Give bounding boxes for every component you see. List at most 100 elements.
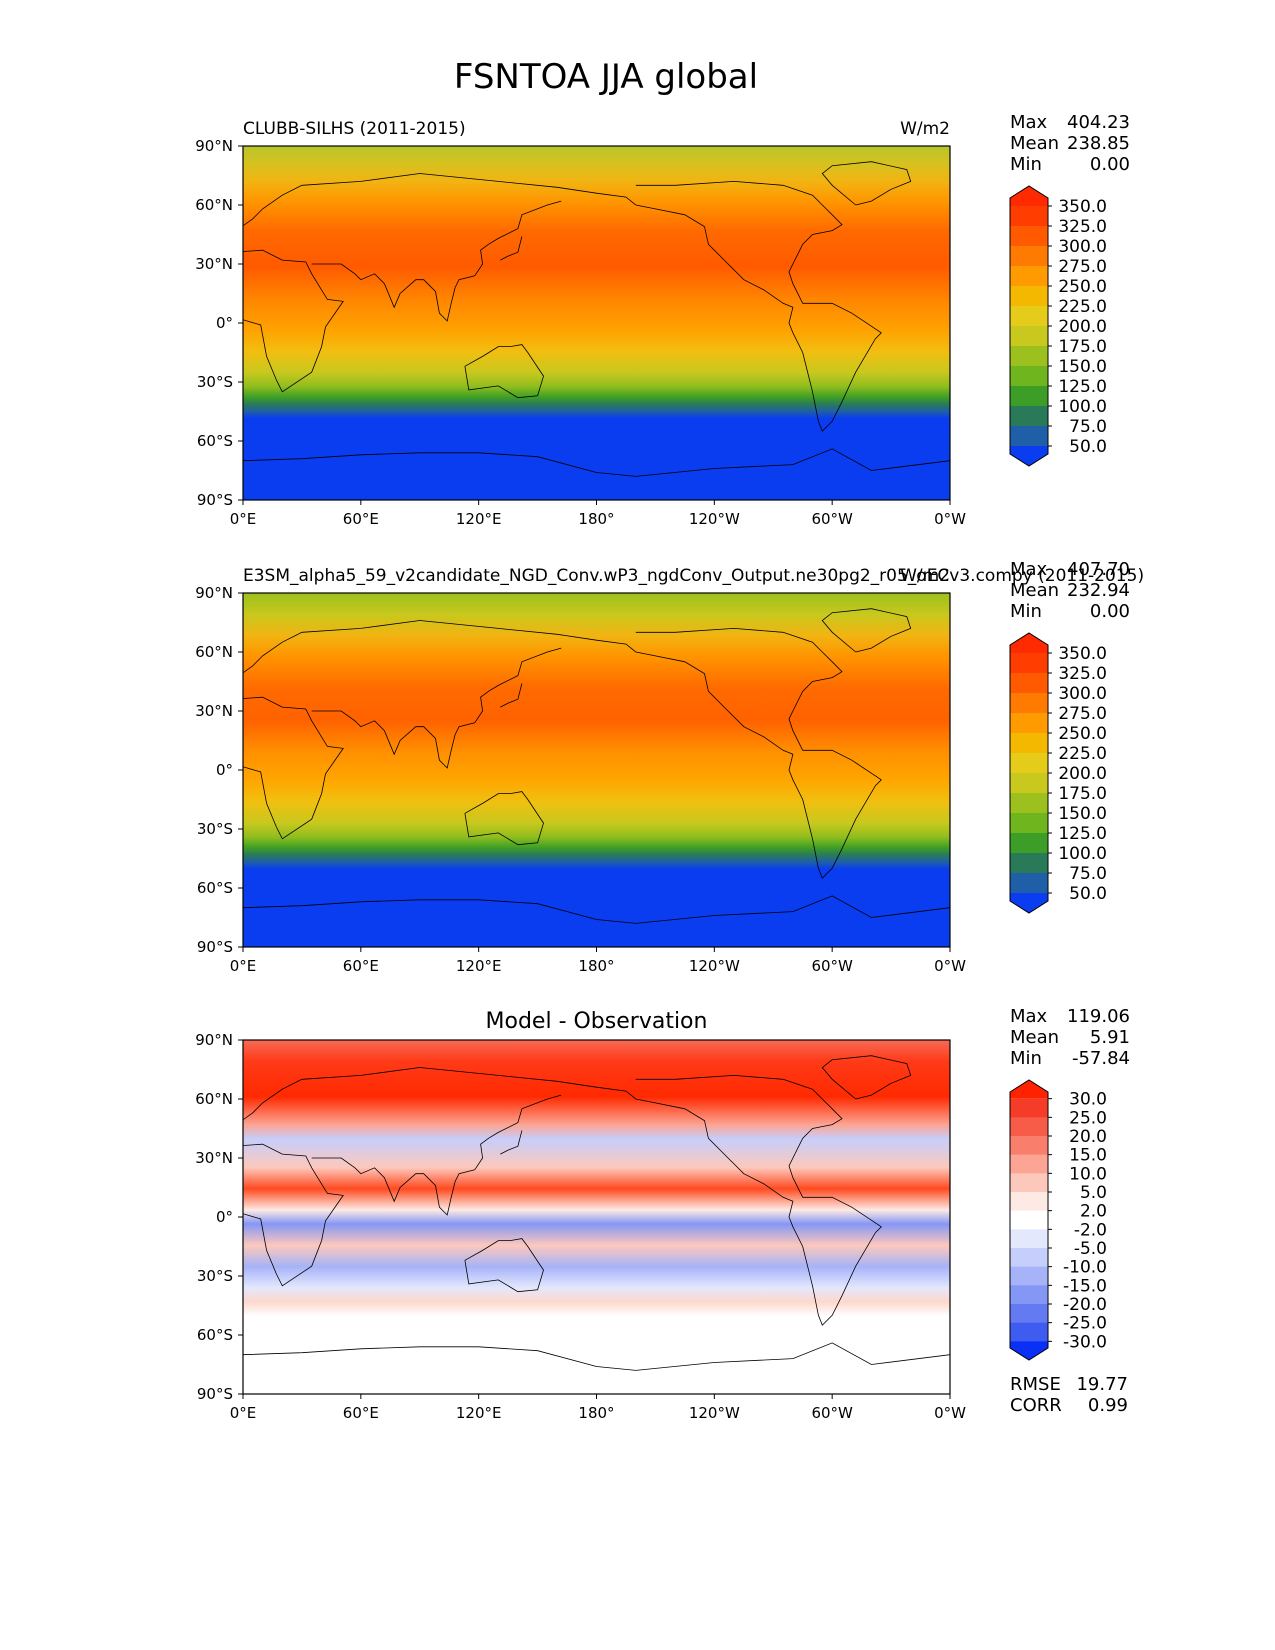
colorbar-segment bbox=[1010, 446, 1048, 466]
colorbar-segment bbox=[1010, 1341, 1048, 1360]
colorbar-segment bbox=[1010, 773, 1048, 794]
colorbar-label: 75.0 bbox=[1069, 417, 1107, 437]
colorbar-label: 100.0 bbox=[1058, 844, 1107, 864]
coastline bbox=[243, 1342, 950, 1371]
colorbar-label: 350.0 bbox=[1058, 197, 1107, 217]
coastline bbox=[500, 683, 523, 708]
colorbar-label: 225.0 bbox=[1058, 297, 1107, 317]
colorbar-outline bbox=[1009, 632, 1049, 914]
coastlines bbox=[243, 608, 950, 924]
y-tick-label: 90°S bbox=[197, 1385, 233, 1403]
colorbar-label: 50.0 bbox=[1069, 437, 1107, 457]
colorbar-label: 200.0 bbox=[1058, 764, 1107, 784]
colorbar-label: 150.0 bbox=[1058, 357, 1107, 377]
stat-value: -57.84 bbox=[1072, 1048, 1130, 1069]
y-tick-label: 0° bbox=[216, 314, 233, 332]
colorbar-segment bbox=[1010, 1192, 1048, 1212]
coastlines bbox=[243, 161, 950, 477]
colorbar-segment bbox=[1010, 246, 1048, 267]
coastline bbox=[464, 1238, 544, 1293]
x-tick-label: 60°E bbox=[343, 957, 379, 975]
colorbar-segment bbox=[1010, 893, 1048, 913]
x-tick-label: 120°W bbox=[689, 510, 740, 528]
colorbar-segment bbox=[1010, 1304, 1048, 1324]
colorbar-segment bbox=[1010, 346, 1048, 367]
map-field bbox=[243, 1040, 950, 1394]
coastline bbox=[464, 344, 544, 399]
colorbar-segment bbox=[1010, 326, 1048, 347]
coastline bbox=[500, 1130, 523, 1155]
x-tick-label: 0°W bbox=[934, 510, 966, 528]
colorbar-label: 325.0 bbox=[1058, 664, 1107, 684]
colorbar-label: 125.0 bbox=[1058, 377, 1107, 397]
x-tick-label: 120°E bbox=[456, 1404, 502, 1422]
colorbar-label: 100.0 bbox=[1058, 397, 1107, 417]
figure-title: FSNTOA JJA global bbox=[454, 57, 758, 97]
coastline bbox=[243, 620, 597, 674]
colorbar-label: 175.0 bbox=[1058, 337, 1107, 357]
x-tick-label: 60°W bbox=[811, 510, 853, 528]
x-tick-label: 180° bbox=[578, 1404, 614, 1422]
x-tick-label: 0°E bbox=[230, 510, 257, 528]
colorbar-segment bbox=[1010, 1266, 1048, 1286]
colorbar-segment bbox=[1010, 386, 1048, 407]
colorbar-segment bbox=[1010, 226, 1048, 247]
extra-stat-value: 19.77 bbox=[1076, 1374, 1128, 1395]
y-tick-label: 30°N bbox=[195, 702, 233, 720]
colorbar-segment bbox=[1010, 633, 1048, 653]
colorbar-label: 10.0 bbox=[1069, 1164, 1107, 1184]
panel-test: CLUBB-SILHS (2011-2015) W/m2 0°E 60°E 120°E 1… bbox=[195, 112, 1130, 528]
colorbar-label: -10.0 bbox=[1063, 1258, 1107, 1278]
coastline bbox=[596, 180, 882, 432]
extra-stat-label: RMSE bbox=[1010, 1374, 1061, 1395]
colorbar-segment bbox=[1010, 793, 1048, 814]
y-tick-label: 90°S bbox=[197, 491, 233, 509]
y-tick-label: 90°N bbox=[195, 137, 233, 155]
y-tick-label: 30°S bbox=[197, 1267, 233, 1285]
y-tick-label: 30°N bbox=[195, 255, 233, 273]
x-tick-label: 120°E bbox=[456, 957, 502, 975]
colorbar-label: -30.0 bbox=[1063, 1332, 1107, 1352]
stat-value: 407.70 bbox=[1067, 559, 1130, 580]
colorbar-segment bbox=[1010, 813, 1048, 834]
stat-value: 232.94 bbox=[1067, 580, 1130, 601]
colorbar-segment bbox=[1010, 1080, 1048, 1099]
extra-stat-label: CORR bbox=[1010, 1395, 1062, 1416]
coastline bbox=[464, 791, 544, 846]
colorbar-label: 200.0 bbox=[1058, 317, 1107, 337]
x-tick-label: 60°E bbox=[343, 1404, 379, 1422]
coastline bbox=[243, 1143, 344, 1287]
colorbar-segment bbox=[1010, 693, 1048, 714]
colorbar-segment bbox=[1010, 673, 1048, 694]
stat-label: Mean bbox=[1010, 580, 1059, 601]
colorbar-label: 2.0 bbox=[1080, 1202, 1107, 1222]
panel-title-left: E3SM_alpha5_59_v2candidate_NGD_Conv.wP3_… bbox=[243, 566, 1144, 586]
x-tick-label: 0°E bbox=[230, 1404, 257, 1422]
y-tick-label: 60°N bbox=[195, 196, 233, 214]
colorbar-segment bbox=[1010, 406, 1048, 427]
colorbar-label: 75.0 bbox=[1069, 864, 1107, 884]
y-tick-label: 90°N bbox=[195, 584, 233, 602]
colorbar-label: -20.0 bbox=[1063, 1295, 1107, 1315]
panel-reference: E3SM_alpha5_59_v2candidate_NGD_Conv.wP3_… bbox=[195, 559, 1144, 975]
colorbar-segment bbox=[1010, 1210, 1048, 1230]
colorbar-segment bbox=[1010, 1285, 1048, 1305]
y-tick-label: 30°S bbox=[197, 820, 233, 838]
x-tick-label: 60°W bbox=[811, 1404, 853, 1422]
x-tick-label: 0°W bbox=[934, 1404, 966, 1422]
colorbar-segment bbox=[1010, 186, 1048, 206]
y-tick-label: 30°N bbox=[195, 1149, 233, 1167]
colorbar-label: 175.0 bbox=[1058, 784, 1107, 804]
coastline bbox=[243, 448, 950, 477]
colorbar-label: 325.0 bbox=[1058, 217, 1107, 237]
colorbar-segment bbox=[1010, 713, 1048, 734]
coastline bbox=[311, 200, 562, 322]
colorbar-segment bbox=[1010, 833, 1048, 854]
colorbar-segment bbox=[1010, 1117, 1048, 1137]
coastline bbox=[243, 249, 344, 393]
y-tick-label: 60°N bbox=[195, 1090, 233, 1108]
colorbar-segment bbox=[1010, 286, 1048, 307]
colorbar-label: 15.0 bbox=[1069, 1146, 1107, 1166]
x-tick-label: 120°E bbox=[456, 510, 502, 528]
coastline bbox=[596, 627, 882, 879]
